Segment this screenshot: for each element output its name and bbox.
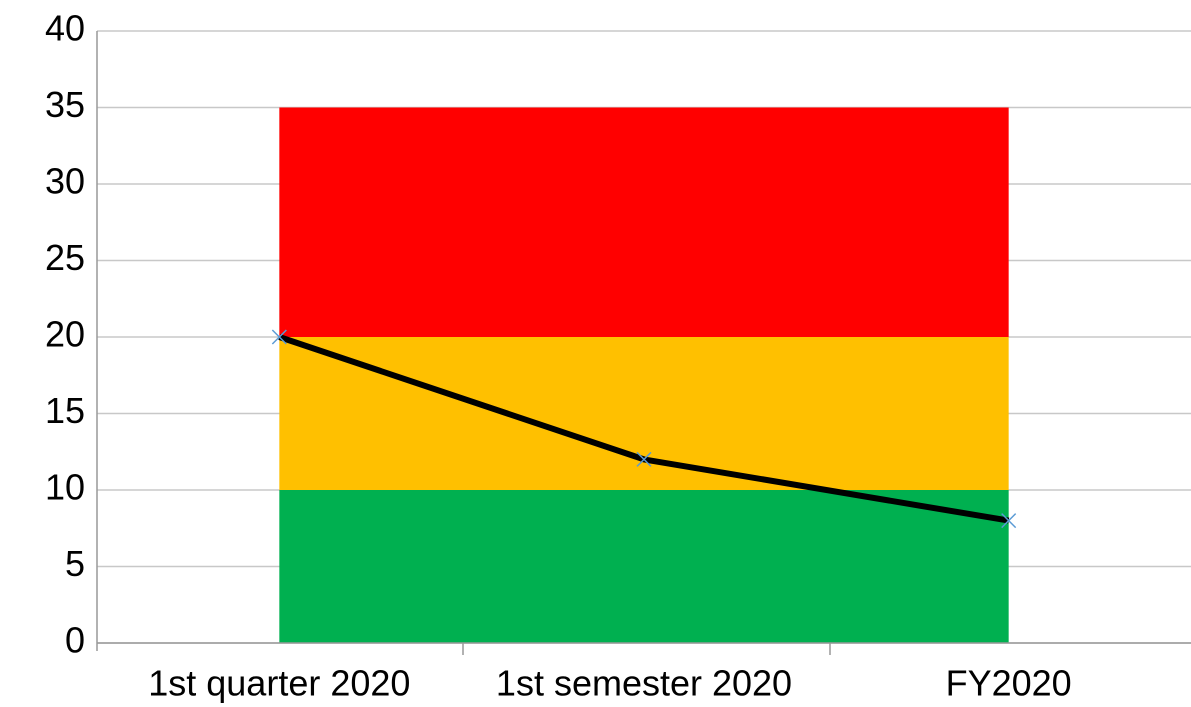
y-tick-label: 0 [65,620,85,661]
x-tick-label: FY2020 [946,663,1072,704]
area [279,337,1009,490]
marker [636,451,652,467]
x-tick-label: 1st semester 2020 [496,663,792,704]
area [279,107,1009,337]
area [279,490,1009,643]
y-tick-label: 25 [45,237,85,278]
y-tick-label: 10 [45,467,85,508]
y-tick-label: 15 [45,390,85,431]
y-tick-label: 35 [45,84,85,125]
y-tick-label: 30 [45,161,85,202]
marker [271,329,287,345]
y-tick-label: 5 [65,543,85,584]
y-tick-label: 20 [45,314,85,355]
marker [1001,513,1017,529]
x-tick-label: 1st quarter 2020 [148,663,410,704]
y-tick-label: 40 [45,8,85,49]
